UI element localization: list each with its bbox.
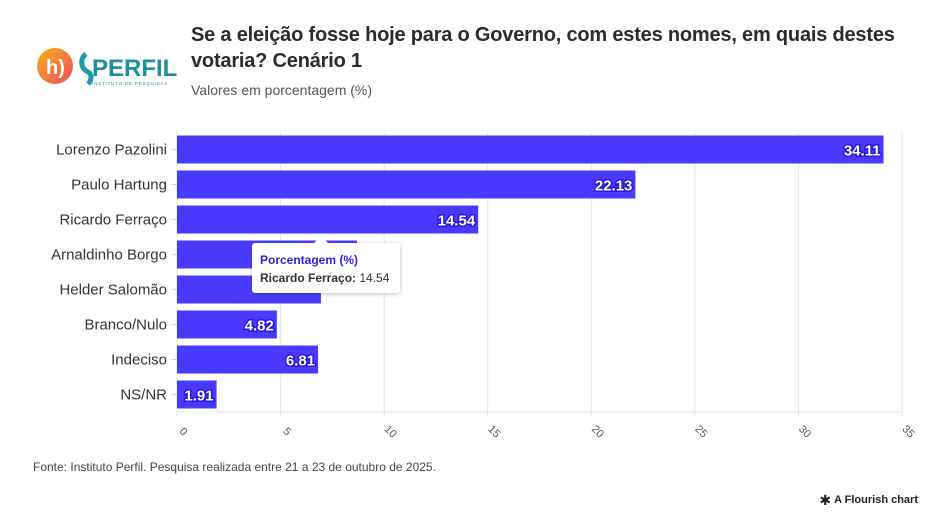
category-labels: Lorenzo Pazolini Paulo Hartung Ricardo Fer… [51,142,167,404]
bar[interactable] [177,170,636,199]
tooltip: Porcentagem (%) Ricardo Ferraço: 14.54 [252,236,400,293]
value-label: 34.11 [844,143,881,160]
x-tick-label: 35 [900,423,917,440]
category-label: Helder Salomão [59,282,167,299]
source-note: Fonte: Instituto Perfil. Pesquisa realiz… [33,460,436,474]
flourish-credit[interactable]: ✱ A Flourish chart [819,492,918,508]
x-tick-label: 25 [692,423,709,440]
value-label: 1.91 [184,388,213,405]
bar[interactable] [177,310,277,339]
category-label: Ricardo Ferraço [59,212,167,229]
chart-subtitle: Valores em porcentagem (%) [191,82,373,98]
flourish-credit-text: A Flourish chart [834,494,918,506]
category-label: Branco/Nulo [84,317,167,334]
tooltip-row: Ricardo Ferraço: 14.54 [260,271,389,285]
x-tick-label: 30 [796,423,813,440]
chart-title: Se a eleição fosse hoje para o Governo, … [191,24,895,72]
tooltip-value: 14.54 [359,271,390,285]
value-label: 4.82 [245,318,274,335]
x-tick-label: 5 [280,425,293,438]
category-label: Arnaldinho Borgo [51,247,167,264]
x-axis-ticks: 0 5 10 15 20 25 30 35 [177,423,917,440]
bar[interactable] [177,380,217,409]
svg-text:h): h) [46,57,65,79]
value-labels: 34.11 22.13 14.54 4.82 6.81 1.91 [183,141,882,406]
h-logo-icon [37,48,73,84]
category-label: NS/NR [120,387,167,404]
category-label: Lorenzo Pazolini [56,142,167,159]
value-label: 22.13 [595,178,633,195]
tooltip-title: Porcentagem (%) [260,253,359,267]
tooltip-label: Ricardo Ferraço: [260,271,357,285]
x-tick-label: 20 [589,423,606,440]
logo-tagline: INSTITUTO DE PESQUISAS [92,81,168,86]
perfil-logo: h) PERFIL INSTITUTO DE PESQUISAS [36,46,182,88]
bar[interactable] [177,345,319,374]
bar[interactable] [177,135,884,164]
bar[interactable] [177,205,479,234]
category-label: Indeciso [111,352,167,369]
x-tick-label: 15 [485,423,502,440]
x-tick-label: 10 [382,423,399,440]
leaf-icon [79,51,94,86]
value-label: 14.54 [438,213,476,230]
x-tick-label: 0 [177,425,190,438]
flourish-icon: ✱ [819,492,832,508]
value-label: 6.81 [286,353,315,370]
logo-brand-text: PERFIL [92,55,177,82]
category-label: Paulo Hartung [71,177,167,194]
